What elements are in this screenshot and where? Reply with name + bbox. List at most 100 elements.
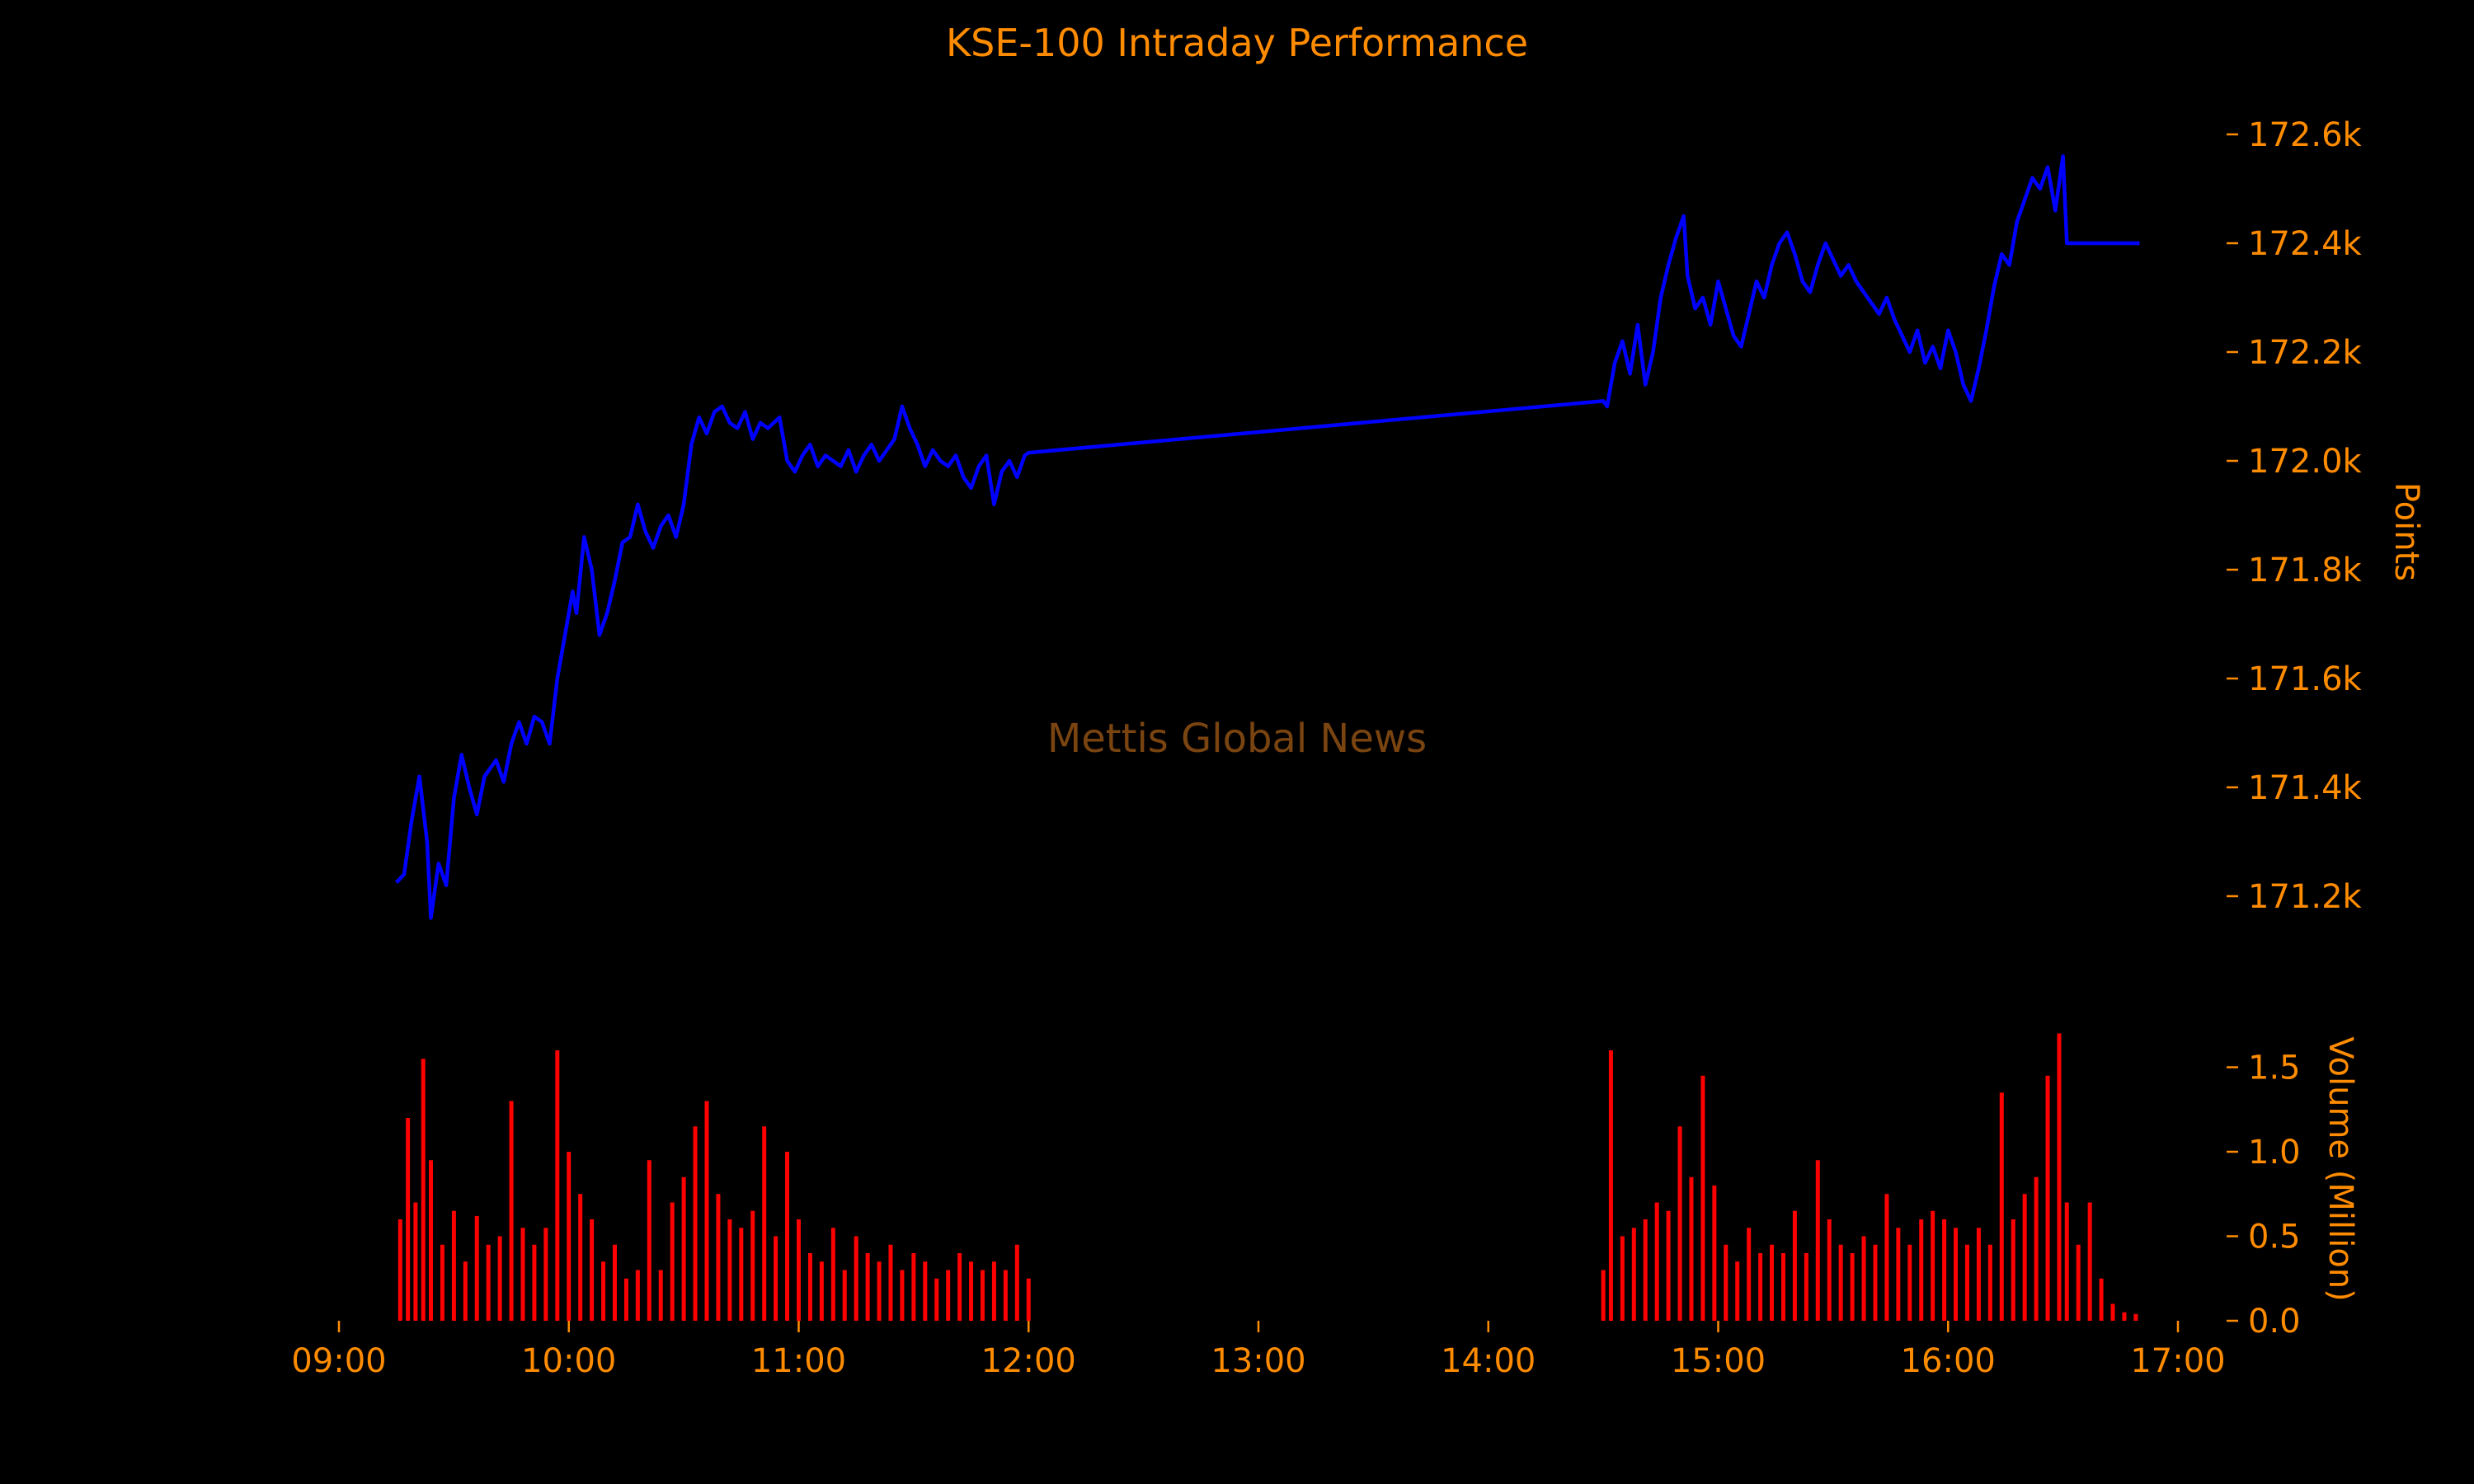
volume-bar — [900, 1270, 905, 1321]
volume-bar — [911, 1253, 916, 1321]
volume-bar — [1987, 1244, 1992, 1321]
volume-bar — [1620, 1236, 1625, 1321]
volume-bar — [520, 1228, 525, 1321]
volume-bar — [739, 1228, 744, 1321]
volume-bar — [601, 1261, 606, 1321]
volume-bar — [693, 1126, 698, 1321]
volume-bar — [406, 1118, 411, 1321]
volume-bar — [1850, 1253, 1855, 1321]
volume-bar — [946, 1270, 951, 1321]
volume-bar — [532, 1244, 537, 1321]
price-ytick-label: 171.4k — [2248, 769, 2363, 807]
volume-bar — [1976, 1228, 1981, 1321]
volume-bar — [555, 1050, 560, 1321]
volume-bar — [774, 1236, 778, 1321]
volume-bar — [1758, 1253, 1763, 1321]
volume-bar — [1884, 1194, 1889, 1321]
volume-ytick-label: 1.0 — [2248, 1134, 2301, 1172]
volume-bar — [1631, 1228, 1636, 1321]
volume-bar — [1608, 1050, 1613, 1321]
volume-bar — [509, 1101, 514, 1321]
volume-bar — [635, 1270, 640, 1321]
volume-bar — [613, 1244, 617, 1321]
xtick-label: 14:00 — [1441, 1342, 1536, 1380]
xtick-label: 10:00 — [521, 1342, 616, 1380]
volume-bar — [1700, 1075, 1705, 1321]
volume-bar — [807, 1253, 812, 1321]
volume-bar — [1838, 1244, 1843, 1321]
volume-bar — [1907, 1244, 1912, 1321]
price-series-line — [395, 154, 2140, 920]
xtick-label: 17:00 — [2130, 1342, 2225, 1380]
volume-bar — [934, 1278, 939, 1321]
volume-bar — [1942, 1219, 1947, 1321]
volume-bar — [1026, 1278, 1031, 1321]
volume-bar — [1735, 1261, 1740, 1321]
volume-bar — [1712, 1186, 1717, 1321]
volume-ytick-label: 0.5 — [2248, 1219, 2301, 1256]
volume-bar — [486, 1244, 491, 1321]
volume-bar — [797, 1219, 801, 1321]
volume-bar — [785, 1152, 790, 1321]
volume-bar — [1954, 1228, 1959, 1321]
volume-bar — [1601, 1270, 1606, 1321]
volume-bar — [474, 1215, 479, 1321]
volume-bar — [1666, 1210, 1671, 1321]
volume-bar — [2022, 1194, 2027, 1321]
volume-bar — [681, 1176, 686, 1321]
xtick-label: 15:00 — [1671, 1342, 1766, 1380]
volume-bar — [888, 1244, 893, 1321]
volume-bar — [981, 1270, 985, 1321]
volume-bar — [2087, 1202, 2092, 1321]
volume-axis-label: Volume (Million) — [2321, 1036, 2359, 1301]
volume-bar — [440, 1244, 444, 1321]
volume-bar — [1689, 1176, 1694, 1321]
volume-bar — [1815, 1160, 1820, 1321]
volume-bar — [2045, 1075, 2050, 1321]
volume-bar — [1654, 1202, 1659, 1321]
volume-bar — [842, 1270, 847, 1321]
price-ytick-label: 172.6k — [2248, 116, 2363, 154]
volume-bar — [1804, 1253, 1808, 1321]
volume-bar — [1724, 1244, 1729, 1321]
volume-bar — [658, 1270, 663, 1321]
volume-bar — [727, 1219, 732, 1321]
volume-bar — [1861, 1236, 1866, 1321]
volume-bar — [1873, 1244, 1878, 1321]
volume-bar — [1677, 1126, 1682, 1321]
volume-bar — [923, 1261, 928, 1321]
volume-bar — [1747, 1228, 1752, 1321]
xtick-label: 11:00 — [751, 1342, 846, 1380]
volume-bar — [1792, 1210, 1797, 1321]
volume-bar — [543, 1228, 548, 1321]
volume-bar — [2133, 1313, 2138, 1321]
volume-bar — [647, 1160, 651, 1321]
volume-bar — [578, 1194, 583, 1321]
price-ytick-label: 172.4k — [2248, 225, 2363, 263]
volume-bar — [1931, 1210, 1935, 1321]
volume-bar — [854, 1236, 858, 1321]
volume-bar — [670, 1202, 675, 1321]
volume-bar — [819, 1261, 824, 1321]
volume-bar — [1780, 1253, 1785, 1321]
volume-bar — [567, 1152, 571, 1321]
volume-bar — [1999, 1092, 2004, 1321]
xtick-label: 16:00 — [1901, 1342, 1996, 1380]
volume-bar — [623, 1278, 628, 1321]
volume-ytick-label: 0.0 — [2248, 1303, 2301, 1341]
volume-bar — [716, 1194, 721, 1321]
price-ytick-label: 171.6k — [2248, 660, 2363, 698]
price-ytick-label: 172.0k — [2248, 443, 2363, 481]
price-panel: 171.2k 171.4k 171.6k 171.8k 172.0k 172.2k 172.… — [395, 116, 2363, 920]
volume-bar — [750, 1210, 755, 1321]
volume-panel: 0.0 0.5 1.0 1.5 — [397, 1033, 2301, 1341]
volume-bar — [497, 1236, 502, 1321]
volume-bar — [451, 1210, 456, 1321]
volume-bar — [421, 1059, 426, 1321]
volume-bar — [704, 1101, 709, 1321]
volume-bar — [2057, 1033, 2062, 1321]
x-axis: 09:00 10:00 11:00 12:00 13:00 14:00 15:00 16:00… — [291, 1321, 2226, 1380]
volume-bar — [2122, 1312, 2127, 1321]
volume-bar — [2034, 1176, 2039, 1321]
